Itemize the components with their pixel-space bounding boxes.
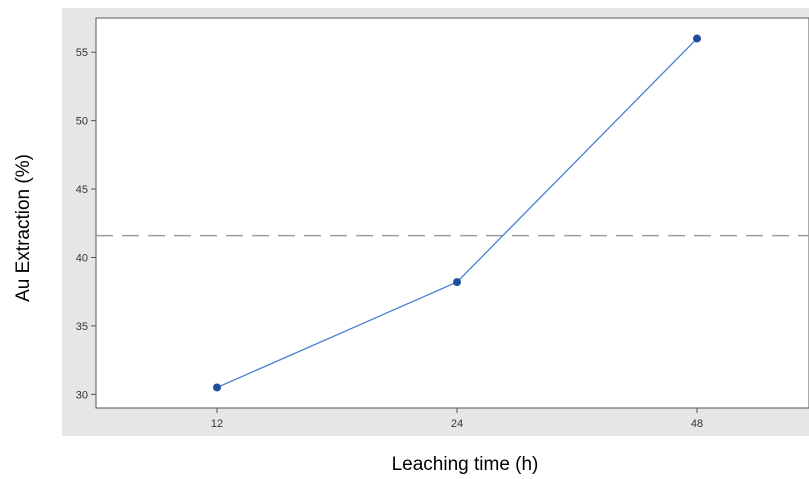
x-tick-label: 12: [211, 418, 223, 430]
plot-area: [95, 17, 809, 409]
y-axis-title: Au Extraction (%): [13, 154, 34, 302]
data-markers: [213, 34, 701, 392]
y-axis: 30 35 40 45 50 55: [76, 47, 96, 401]
y-tick-label: 30: [76, 389, 88, 401]
y-tick-label: 40: [76, 252, 88, 264]
y-tick-label: 50: [76, 116, 88, 128]
data-point: [213, 383, 221, 392]
data-point: [693, 34, 701, 43]
x-axis: 12 24 48: [211, 408, 703, 430]
x-tick-label: 24: [451, 418, 463, 430]
x-axis-title: Leaching time (h): [392, 454, 539, 475]
y-tick-label: 55: [76, 47, 88, 59]
y-tick-label: 45: [76, 184, 88, 196]
x-tick-label: 48: [691, 418, 703, 430]
y-tick-label: 35: [76, 321, 88, 333]
data-point: [453, 278, 461, 287]
